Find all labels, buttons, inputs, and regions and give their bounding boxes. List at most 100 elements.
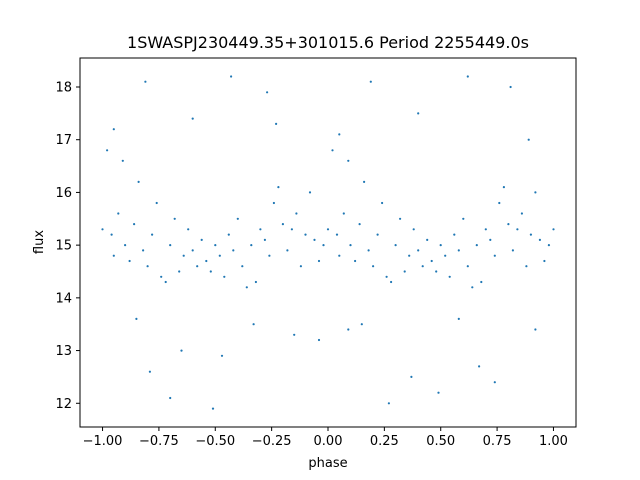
data-point	[266, 91, 269, 94]
data-point	[211, 407, 215, 410]
data-point	[338, 254, 341, 257]
data-point	[272, 201, 275, 205]
data-point	[493, 254, 496, 257]
data-point	[164, 280, 167, 284]
data-point	[313, 238, 316, 241]
data-point	[214, 244, 217, 247]
data-point	[520, 212, 524, 215]
data-point	[252, 323, 255, 326]
y-tick-label: 14	[55, 291, 72, 306]
data-point	[128, 259, 131, 263]
data-point	[435, 270, 438, 273]
data-point	[227, 233, 230, 236]
data-point	[387, 402, 390, 405]
data-point	[529, 233, 533, 236]
x-tick-label: −0.50	[195, 434, 235, 449]
data-point	[394, 244, 397, 247]
data-point	[347, 159, 350, 162]
y-tick-label: 12	[55, 397, 72, 412]
data-point	[281, 223, 284, 226]
data-point	[448, 275, 451, 278]
data-point	[444, 254, 447, 257]
data-point	[124, 244, 127, 247]
data-point	[381, 201, 384, 205]
data-point	[354, 259, 357, 263]
data-point	[200, 238, 203, 241]
data-point	[408, 254, 411, 257]
data-point	[426, 238, 429, 241]
data-point	[293, 333, 296, 336]
x-tick-label: 0.50	[426, 434, 455, 449]
data-point	[538, 238, 542, 241]
data-point	[295, 212, 298, 215]
data-point	[322, 244, 325, 247]
data-point	[117, 212, 120, 215]
data-point	[335, 233, 339, 236]
y-tick-label: 16	[55, 186, 72, 201]
data-point	[534, 191, 537, 194]
data-point	[304, 233, 307, 236]
x-tick-label: 1.00	[539, 434, 568, 449]
data-point	[263, 238, 266, 241]
data-point	[268, 254, 271, 257]
data-point	[137, 180, 140, 183]
data-point	[286, 249, 289, 252]
data-point	[498, 201, 501, 205]
data-point	[489, 238, 492, 241]
data-point	[241, 265, 244, 268]
data-points	[101, 75, 555, 410]
data-point	[430, 259, 433, 263]
data-point	[144, 80, 147, 83]
data-point	[403, 270, 406, 273]
data-point	[205, 259, 208, 263]
data-point	[220, 354, 224, 357]
data-point	[534, 328, 537, 331]
data-point	[290, 228, 293, 231]
data-point	[457, 249, 460, 252]
data-point	[363, 180, 366, 183]
data-point	[121, 159, 124, 162]
data-point	[196, 265, 199, 268]
data-point	[275, 122, 278, 125]
data-point	[478, 365, 481, 368]
data-point	[475, 244, 478, 247]
x-tick-label: −0.75	[139, 434, 179, 449]
x-tick-label: 0.25	[370, 434, 399, 449]
y-axis: 12 13 14 15 16 17 18	[55, 80, 80, 412]
x-tick-label: 0.00	[314, 434, 343, 449]
data-point	[191, 117, 194, 120]
chart-title: 1SWASPJ230449.35+301015.6 Period 2255449…	[127, 33, 529, 52]
y-axis-label: flux	[32, 230, 47, 254]
data-point	[155, 201, 158, 205]
data-point	[466, 265, 469, 268]
data-point	[326, 228, 330, 231]
y-tick-label: 18	[55, 80, 72, 95]
data-point	[493, 381, 496, 384]
data-point	[259, 228, 262, 231]
data-point	[218, 254, 221, 257]
data-point	[133, 223, 136, 226]
data-point	[245, 286, 248, 289]
data-point	[543, 259, 546, 263]
data-point	[191, 249, 194, 252]
data-point	[439, 244, 442, 247]
y-tick-label: 15	[55, 239, 72, 254]
data-point	[236, 217, 239, 220]
data-point	[369, 80, 372, 83]
data-point	[525, 265, 528, 268]
data-point	[372, 265, 375, 268]
data-point	[453, 233, 456, 236]
x-axis: −1.00 −0.75 −0.50 −0.25 0.00 0.25 0.50 0.75 1.00	[83, 427, 568, 449]
data-point	[112, 254, 115, 257]
data-point	[358, 223, 361, 226]
data-point	[410, 375, 413, 378]
data-point	[516, 228, 519, 231]
data-point	[527, 138, 530, 141]
data-point	[552, 228, 555, 231]
data-point	[457, 317, 460, 320]
data-point	[169, 244, 172, 247]
data-point	[308, 191, 312, 194]
data-point	[106, 149, 109, 152]
data-point	[209, 270, 212, 273]
